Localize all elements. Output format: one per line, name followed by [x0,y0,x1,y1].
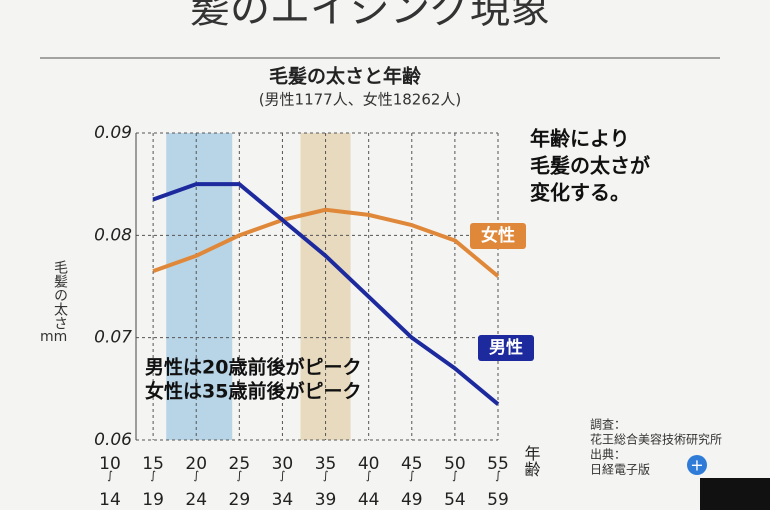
legend-box [478,335,534,361]
x-tick-label: 45 ∫ 49 [401,454,423,510]
slide-title: 髪のエイジング現象 [190,0,550,32]
y-unit: mm [40,329,67,345]
source: 日経電子版 [590,463,650,477]
highlight-band [300,133,351,440]
chart-subtitle: (男性1177人、女性18262人) [259,91,462,109]
note: 年齢により [530,127,630,151]
plus-icon[interactable]: + [690,456,703,475]
legend-box [470,223,526,249]
note: 変化する。 [530,181,630,205]
source: 調査： [590,418,626,432]
legend-label: 女性 [481,225,515,246]
x-tick-label: 10 ∫ 14 [99,454,121,510]
series-line [152,207,500,278]
x-tick-label: 55 ∫ 59 [487,454,509,510]
y-label: 毛髪の太さ [52,260,68,330]
x-tick-label: 30 ∫ 34 [272,454,294,510]
annotation: 男性は20歳前後がピーク [145,356,361,379]
y-tick-label: 0.08 [94,225,132,245]
corner [700,478,770,510]
x-tick-label: 40 ∫ 44 [358,454,380,510]
plus-button[interactable] [687,455,707,475]
y-tick-label: 0.09 [94,123,132,143]
x-tick-label: 15 ∫ 19 [142,454,164,510]
x-tick-label: 25 ∫ 29 [229,454,251,510]
y-tick-label: 0.07 [94,328,132,348]
y-tick-label: 0.06 [94,430,132,450]
annotation: 女性は35歳前後がピーク [145,380,361,403]
source: 花王総合美容技術研究所 [590,432,722,447]
x-tick-label: 35 ∫ 39 [315,454,337,510]
note: 毛髪の太さが [530,154,650,178]
series-line [152,182,500,406]
source: 出典： [590,448,626,462]
legend-label: 男性 [489,337,523,358]
x-label: 年齢 [522,445,541,477]
x-tick-label: 50 ∫ 54 [444,454,466,510]
x-tick-label: 20 ∫ 24 [185,454,207,510]
chart-title: 毛髪の太さと年齢 [269,65,422,88]
